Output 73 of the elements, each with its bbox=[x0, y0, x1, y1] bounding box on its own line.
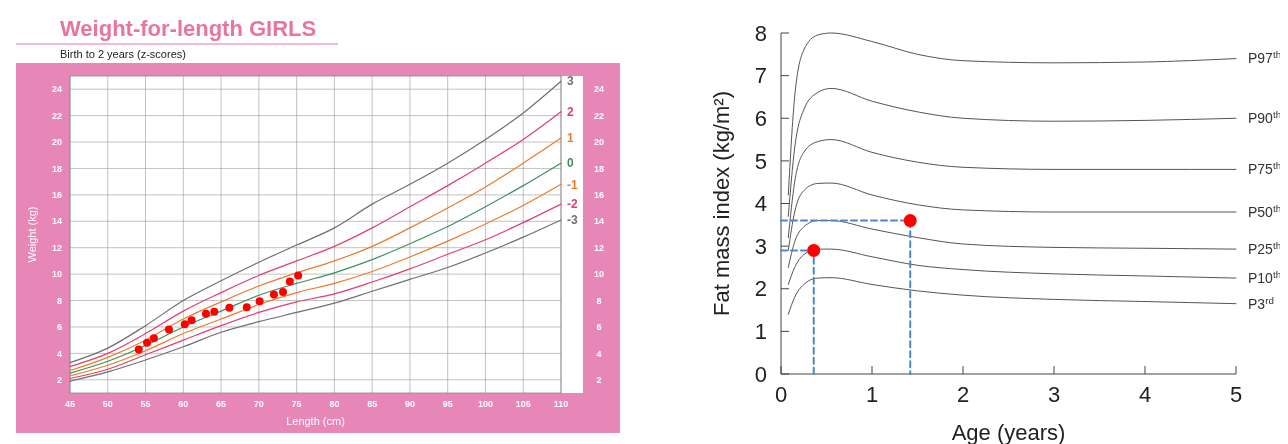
x-tick-label: 80 bbox=[329, 399, 340, 409]
series-label: P50$^{th}$ bbox=[1248, 202, 1282, 220]
y-axis-title: Fat mass index (kg/m²) bbox=[709, 91, 734, 316]
x-tick-label: 105 bbox=[515, 399, 531, 409]
y-tick-label: 5 bbox=[754, 148, 767, 174]
y2-tick-label: 14 bbox=[593, 216, 605, 227]
y-tick-label: 4 bbox=[754, 191, 767, 217]
y-axis-title: Weight (kg) bbox=[26, 206, 38, 263]
x-axis-title: Age (years) bbox=[951, 420, 1066, 444]
y-tick-label: 18 bbox=[51, 163, 62, 174]
y-tick-label: 20 bbox=[51, 137, 62, 148]
series-label: P75$^{th}$ bbox=[1248, 159, 1282, 178]
x-tick-label: 0 bbox=[774, 382, 788, 407]
y-tick-label: 3 bbox=[754, 233, 767, 259]
y-tick-label: 6 bbox=[56, 322, 62, 333]
x-tick-label: 4 bbox=[1138, 382, 1152, 407]
x-tick-label: 60 bbox=[178, 399, 189, 409]
series-label: 3 bbox=[567, 74, 574, 89]
y-tick-label: 8 bbox=[754, 20, 767, 46]
y2-tick-label: 10 bbox=[593, 269, 605, 280]
y-tick-label: 1 bbox=[754, 319, 767, 345]
y-tick-label: 0 bbox=[754, 361, 767, 387]
series-label: P97$^{th}$ bbox=[1248, 48, 1282, 67]
series-label: -3 bbox=[567, 213, 578, 228]
x-tick-label: 85 bbox=[367, 399, 378, 409]
series-label: 0 bbox=[567, 156, 574, 171]
y2-tick-label: 8 bbox=[596, 295, 602, 306]
chart-subtitle: Birth to 2 years (z-scores) bbox=[60, 48, 186, 60]
y-tick-label: 2 bbox=[754, 276, 767, 302]
y2-tick-label: 6 bbox=[596, 322, 602, 333]
y-tick-label: 7 bbox=[754, 63, 767, 89]
y-tick-label: 22 bbox=[51, 110, 62, 121]
x-tick-label: 55 bbox=[140, 399, 151, 409]
series-label: 1 bbox=[567, 131, 574, 146]
y-tick-label: 8 bbox=[56, 295, 62, 306]
y-tick-label: 24 bbox=[51, 84, 62, 95]
x-tick-label: 95 bbox=[442, 399, 453, 409]
x-axis-title: Length (cm) bbox=[286, 415, 345, 427]
x-tick-label: 65 bbox=[216, 399, 227, 409]
x-tick-label: 90 bbox=[404, 399, 415, 409]
series-label: P25$^{th}$ bbox=[1248, 239, 1282, 258]
x-tick-label: 50 bbox=[102, 399, 113, 409]
x-tick-label: 75 bbox=[291, 399, 302, 409]
x-tick-label: 70 bbox=[253, 399, 264, 409]
series-label: -1 bbox=[567, 177, 578, 192]
y2-tick-label: 16 bbox=[593, 190, 605, 201]
series-label: 2 bbox=[567, 104, 574, 119]
x-tick-label: 5 bbox=[1229, 382, 1243, 407]
y-tick-label: 16 bbox=[51, 190, 62, 201]
y2-tick-label: 2 bbox=[596, 374, 602, 385]
x-tick-label: 45 bbox=[64, 399, 76, 409]
x-tick-label: 110 bbox=[553, 399, 569, 409]
y2-tick-label: 12 bbox=[593, 242, 605, 253]
y-tick-label: 14 bbox=[51, 216, 62, 227]
y-tick-label: 10 bbox=[51, 269, 62, 280]
series-label: P90$^{th}$ bbox=[1248, 108, 1282, 127]
x-tick-label: 3 bbox=[1047, 382, 1061, 407]
y2-tick-label: 22 bbox=[593, 110, 605, 121]
x-tick-label: 2 bbox=[956, 382, 970, 407]
y-tick-label: 12 bbox=[51, 242, 62, 253]
series-label: P3$^{rd}$ bbox=[1248, 294, 1274, 312]
y-tick-label: 6 bbox=[754, 105, 767, 131]
x-tick-label: 1 bbox=[865, 382, 879, 407]
y2-tick-label: 4 bbox=[596, 348, 602, 359]
y2-tick-label: 24 bbox=[593, 84, 605, 95]
series-label: P10$^{th}$ bbox=[1248, 268, 1282, 286]
y-tick-label: 4 bbox=[56, 348, 62, 359]
chart-title: Weight-for-length GIRLS bbox=[60, 16, 317, 41]
y2-tick-label: 18 bbox=[593, 163, 605, 174]
y2-tick-label: 20 bbox=[593, 137, 605, 148]
y-tick-label: 2 bbox=[56, 374, 62, 385]
x-tick-label: 100 bbox=[477, 399, 493, 409]
series-label: -2 bbox=[567, 197, 578, 212]
